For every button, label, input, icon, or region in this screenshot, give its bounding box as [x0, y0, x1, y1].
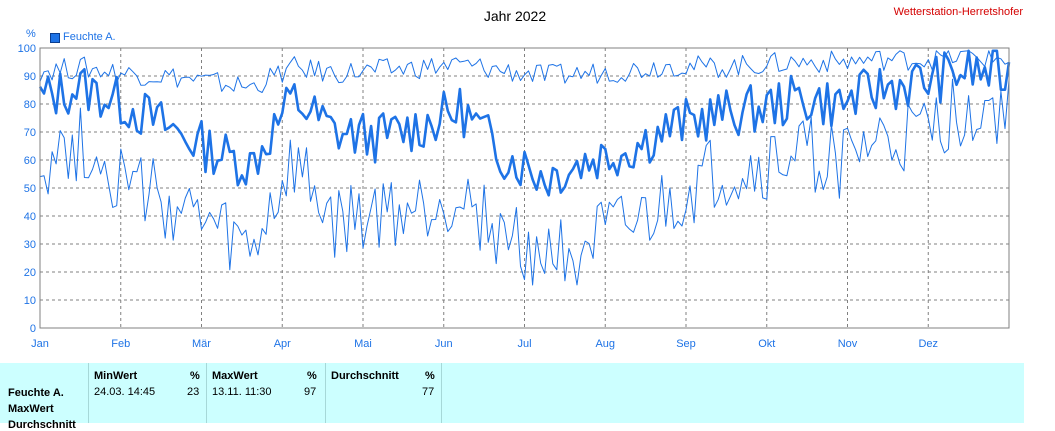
plot-frame	[39, 47, 1010, 329]
avg-unit: %	[425, 370, 435, 382]
min-date: 24.03. 14:45	[94, 386, 156, 398]
y-tick-label: 20	[24, 267, 36, 279]
y-tick-label: 30	[24, 239, 36, 251]
x-tick-label: Apr	[274, 338, 291, 350]
x-tick-label: Mär	[192, 338, 211, 350]
min-value: 23	[187, 386, 200, 398]
station-name: Wetterstation-Herretshofer	[893, 6, 1023, 18]
series-lines	[38, 49, 1011, 286]
stats-divider	[206, 363, 207, 423]
series-line	[39, 78, 1010, 286]
row-label-feuchte: Feuchte A.	[8, 387, 64, 399]
y-tick-label: 10	[24, 295, 36, 307]
y-tick-label: 80	[24, 99, 36, 111]
x-tick-label: Okt	[758, 338, 775, 350]
chart-title: Jahr 2022	[484, 8, 546, 24]
avg-value: 77	[422, 386, 435, 398]
min-unit: %	[190, 370, 200, 382]
x-tick-label: Feb	[111, 338, 130, 350]
x-tick-label: Jun	[435, 338, 453, 350]
y-axis-label: %	[26, 28, 36, 40]
y-tick-label: 70	[24, 127, 36, 139]
legend-swatch	[50, 33, 60, 43]
humidity-chart: Jahr 2022 % 0 10 20 30 40 50 60 70 80 90 100 Jan Fe…	[18, 8, 1011, 350]
series-line	[39, 50, 1010, 93]
y-tick-label: 100	[18, 43, 36, 55]
x-tick-label: Jul	[517, 338, 531, 350]
x-tick-label: Sep	[676, 338, 696, 350]
series-line	[38, 49, 1011, 197]
stats-panel: Feuchte A. MaxWert Durchschnitt MinWert …	[0, 363, 1024, 431]
stats-divider	[441, 363, 442, 423]
y-tick-label: 0	[30, 323, 36, 335]
x-tick-label: Dez	[918, 338, 938, 350]
max-date: 13.11. 11:30	[212, 386, 272, 398]
x-tick-label: Aug	[595, 338, 615, 350]
row-label-maxwert: MaxWert	[8, 403, 54, 415]
x-ticks: Jan Feb Mär Apr Mai Jun Jul Aug Sep Okt Nov Dez	[31, 338, 938, 350]
stats-divider	[325, 363, 326, 423]
y-tick-label: 50	[24, 183, 36, 195]
avg-header: Durchschnitt	[331, 370, 399, 382]
y-tick-label: 40	[24, 211, 36, 223]
y-tick-label: 90	[24, 71, 36, 83]
max-header: MaxWert	[212, 370, 258, 382]
grid	[40, 48, 1009, 328]
row-label-durchschnitt: Durchschnitt	[8, 419, 76, 431]
y-ticks: 0 10 20 30 40 50 60 70 80 90 100	[18, 43, 36, 335]
x-tick-label: Nov	[838, 338, 858, 350]
stats-divider	[88, 363, 89, 423]
max-value: 97	[304, 386, 317, 398]
min-header: MinWert	[94, 370, 138, 382]
max-unit: %	[307, 370, 317, 382]
y-tick-label: 60	[24, 155, 36, 167]
x-tick-label: Jan	[31, 338, 49, 350]
legend-label: Feuchte A.	[63, 31, 116, 43]
x-tick-label: Mai	[354, 338, 372, 350]
